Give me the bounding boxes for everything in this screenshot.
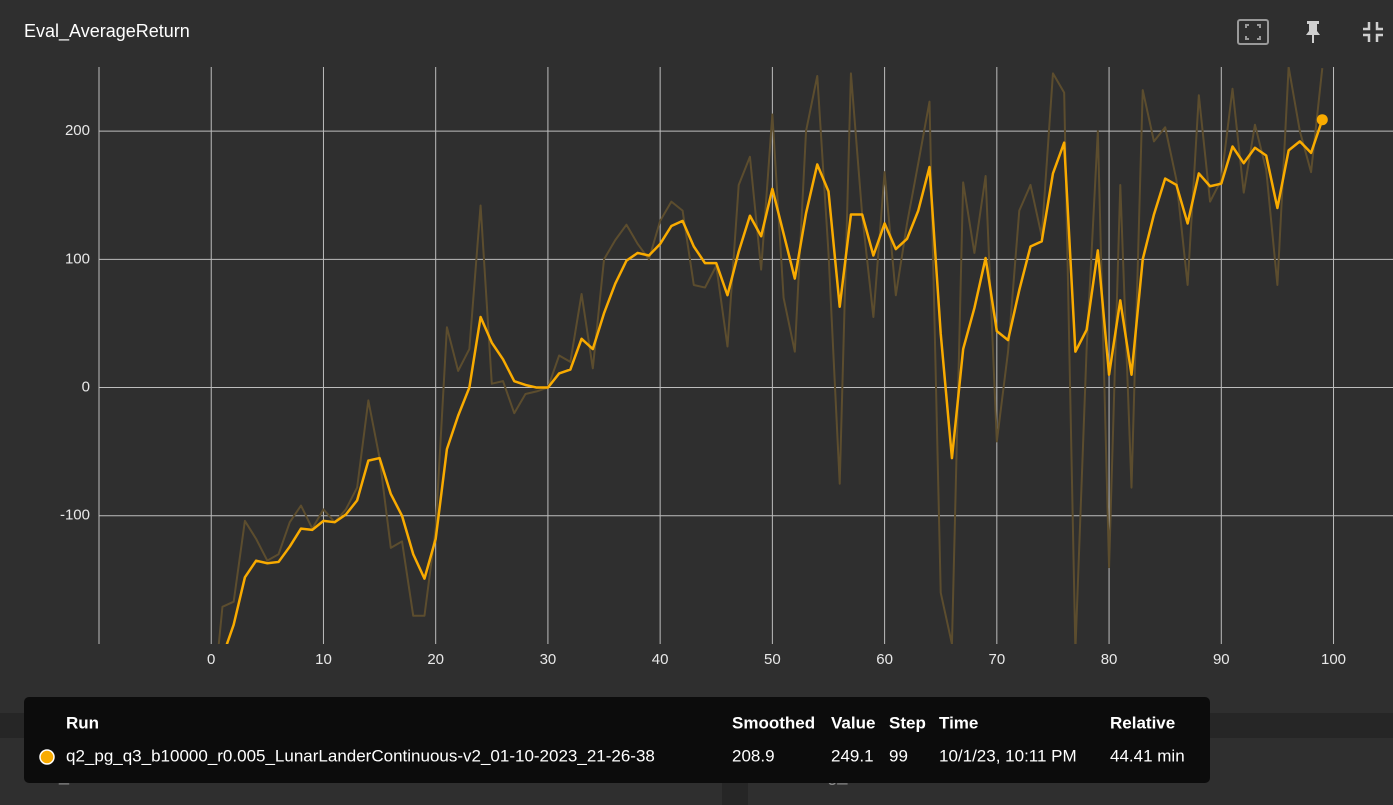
- tooltip-bg: [24, 697, 1210, 783]
- tooltip-header: Relative: [1110, 713, 1175, 732]
- x-tick-label: 40: [652, 651, 669, 668]
- x-tick-label: 70: [988, 651, 1005, 668]
- tooltip: Run Smoothed Value Step Time Relative q2…: [24, 697, 1210, 783]
- step-value: 99: [889, 746, 908, 765]
- x-tick-label: 0: [207, 651, 215, 668]
- pin-button[interactable]: [1306, 21, 1320, 43]
- fit-button[interactable]: [1237, 19, 1269, 45]
- x-tick-label: 80: [1101, 651, 1118, 668]
- relative-value: 44.41 min: [1110, 746, 1185, 765]
- x-tick-label: 20: [427, 651, 444, 668]
- x-tick-label: 50: [764, 651, 781, 668]
- y-tick-label: 0: [82, 379, 90, 396]
- smoothed-value: 208.9: [732, 746, 775, 765]
- run-swatch: [39, 749, 55, 765]
- tooltip-header: Run: [66, 713, 99, 732]
- smoothed-line: [225, 119, 1324, 644]
- tooltip-header: Smoothed: [732, 713, 815, 732]
- tooltip-header: Value: [831, 713, 875, 732]
- time-value: 10/1/23, 10:11 PM: [939, 746, 1077, 765]
- x-tick-label: 90: [1213, 651, 1230, 668]
- x-tick-label: 10: [315, 651, 332, 668]
- raw-value: 249.1: [831, 746, 874, 765]
- y-tick-label: 100: [65, 250, 90, 267]
- x-tick-label: 30: [540, 651, 557, 668]
- y-tick-label: 200: [65, 122, 90, 139]
- chart-title: Eval_AverageReturn: [24, 21, 190, 42]
- collapse-button[interactable]: [1363, 22, 1383, 42]
- hover-point: [1316, 114, 1328, 126]
- raw-line: [217, 67, 1324, 644]
- x-tick-label: 100: [1321, 651, 1346, 668]
- x-tick-label: 60: [876, 651, 893, 668]
- run-name: q2_pg_q3_b10000_r0.005_LunarLanderContin…: [66, 746, 655, 765]
- tooltip-header: Time: [939, 713, 978, 732]
- y-tick-label: -100: [60, 507, 90, 524]
- chart-card: [0, 0, 1393, 713]
- tooltip-header: Step: [889, 713, 926, 732]
